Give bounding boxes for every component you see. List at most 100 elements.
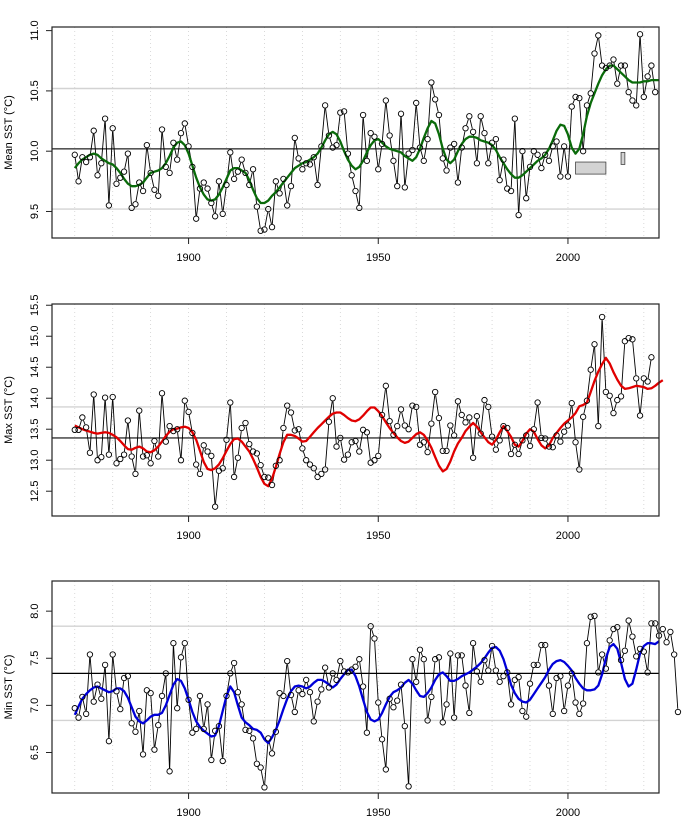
data-point: [378, 411, 386, 419]
panel-max-sst: 1900 1950 2000 12.5 13.0 13.5 14.0 14.5 15.0 15.5…: [3, 295, 664, 542]
series-segment: [127, 156, 132, 205]
data-point: [310, 718, 317, 725]
data-point: [481, 396, 488, 404]
series-segment: [454, 147, 459, 180]
series-segment: [385, 388, 390, 419]
series-segment: [352, 178, 356, 188]
plot-frame: [51, 580, 660, 794]
data-point: [572, 439, 579, 446]
data-point: [504, 669, 511, 676]
data-point: [492, 135, 500, 143]
data-point: [143, 687, 150, 694]
series-segment: [590, 347, 595, 367]
series-segment: [473, 646, 477, 669]
panel-min-sst: 1900 1950 2000 6.5 7.0 7.5 8.0 Min SST (°C): [3, 580, 682, 819]
y-tick-label: 7.5: [29, 651, 41, 666]
series-segment: [511, 683, 515, 702]
series-segment: [325, 670, 329, 685]
series-segment: [218, 184, 223, 211]
data-point: [625, 334, 632, 342]
data-point: [526, 442, 534, 450]
series-segment: [446, 150, 451, 168]
series-segment: [594, 619, 599, 670]
data-point: [488, 139, 496, 146]
data-point: [538, 434, 545, 442]
data-point: [265, 205, 272, 213]
series-segment: [180, 403, 186, 458]
series-segment: [78, 160, 83, 179]
data-point: [340, 456, 348, 463]
series-segment: [283, 408, 288, 425]
data-point: [477, 430, 484, 437]
data-point: [371, 133, 378, 140]
data-point: [466, 414, 473, 421]
series-segment: [132, 726, 135, 730]
series-segment: [480, 119, 485, 131]
data-point: [284, 202, 291, 209]
series-segment: [546, 441, 549, 444]
data-point: [287, 183, 295, 190]
series-segment: [394, 703, 397, 705]
series-segment: [382, 388, 386, 412]
data-point: [576, 710, 583, 718]
data-point: [557, 173, 564, 180]
data-point: [553, 674, 560, 682]
data-point: [439, 155, 446, 162]
series-segment: [412, 662, 417, 679]
data-point: [557, 438, 564, 445]
data-point: [629, 633, 636, 640]
data-point: [86, 154, 94, 161]
data-point: [523, 195, 530, 202]
data-point: [595, 422, 602, 430]
series-segment: [511, 447, 515, 452]
series-segment: [329, 138, 333, 145]
data-point: [128, 453, 135, 460]
data-point: [598, 313, 606, 321]
series-segment: [356, 661, 359, 665]
data-point: [310, 154, 317, 161]
data-point: [378, 140, 386, 148]
series-segment: [651, 68, 656, 90]
series-segment: [587, 96, 591, 103]
data-point: [79, 693, 86, 701]
data-point: [98, 695, 105, 702]
data-point: [413, 678, 420, 685]
data-point: [542, 151, 549, 158]
data-point: [583, 102, 591, 109]
series-segment: [526, 438, 530, 444]
data-point: [147, 460, 154, 467]
data-point: [625, 88, 632, 96]
data-point: [587, 366, 594, 373]
series-segment: [461, 658, 466, 683]
data-point: [75, 714, 82, 721]
series-segment: [337, 440, 340, 444]
data-point: [196, 185, 204, 192]
series-segment: [424, 445, 427, 450]
series-segment: [283, 182, 288, 203]
series-segment: [485, 402, 488, 405]
series-segment: [655, 626, 659, 633]
series-segment: [362, 118, 368, 158]
data-point: [356, 448, 363, 455]
data-point: [204, 448, 211, 455]
data-point: [238, 424, 245, 432]
series-segment: [453, 658, 459, 715]
data-point: [105, 451, 113, 458]
data-point: [287, 409, 295, 416]
data-point: [591, 341, 598, 348]
data-point: [124, 417, 132, 424]
series-segment: [378, 705, 383, 737]
data-point: [242, 419, 249, 427]
x-tick-label: 2000: [556, 807, 580, 819]
series-segment: [423, 662, 428, 718]
data-point: [469, 128, 477, 136]
series-segment: [112, 131, 117, 181]
series-segment: [394, 428, 397, 433]
data-point: [397, 681, 405, 688]
data-point: [496, 678, 503, 685]
series-segment: [124, 156, 128, 169]
data-point: [79, 414, 86, 421]
series-segment: [275, 696, 280, 729]
data-point: [276, 457, 283, 464]
series-segment: [594, 347, 599, 423]
